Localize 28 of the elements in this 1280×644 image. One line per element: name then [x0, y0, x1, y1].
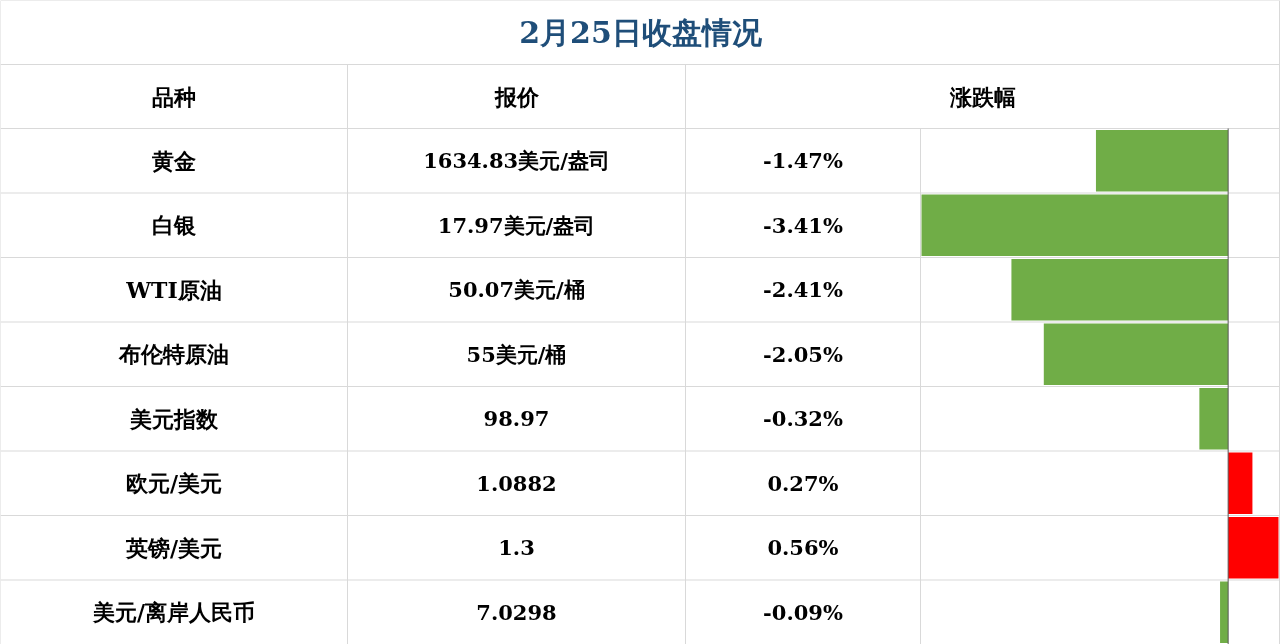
text: 2月25日收盘情况	[519, 15, 763, 50]
y-tick-label: 布伦特原油	[118, 341, 229, 368]
data-label: -0.32%	[763, 406, 843, 432]
text: 1.3	[498, 535, 535, 561]
y-tick-label: 美元指数	[129, 405, 219, 432]
y-tick-label: 英镑/美元	[124, 534, 223, 561]
y-tick-label: 白银	[152, 212, 197, 239]
text: 55美元/桶	[466, 341, 567, 367]
y-tick-label: 美元/离岸人民币	[91, 599, 256, 626]
data-label: -0.09%	[763, 599, 843, 625]
data-label: -2.05%	[763, 341, 843, 367]
data-label: -1.47%	[763, 148, 843, 174]
text: 报价	[493, 83, 540, 110]
y-tick-label: 黄金	[151, 147, 196, 174]
data-label: -3.41%	[763, 212, 843, 238]
y-tick-label: 欧元/美元	[125, 470, 223, 497]
y-axis-title: 品种	[152, 83, 196, 110]
text: 98.97	[483, 406, 550, 432]
text: 1.0882	[476, 470, 557, 496]
data-label: 0.27%	[767, 470, 839, 496]
text: 1634.83美元/盎司	[423, 148, 610, 174]
y-tick-label: WTI原油	[125, 276, 222, 303]
x-axis-title: 涨跌幅	[949, 83, 1016, 110]
text: 17.97美元/盎司	[437, 212, 596, 238]
text: 7.0298	[476, 599, 557, 625]
text: 50.07美元/桶	[448, 277, 585, 303]
data-label: 0.56%	[767, 535, 839, 561]
data-label: -2.41%	[763, 277, 843, 303]
